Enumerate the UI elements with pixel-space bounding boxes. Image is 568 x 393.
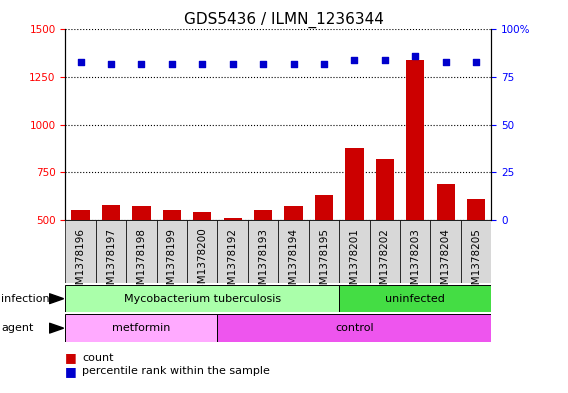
Text: GSM1378205: GSM1378205 <box>471 228 481 298</box>
Point <box>411 53 420 59</box>
Point <box>441 59 450 65</box>
Text: GSM1378192: GSM1378192 <box>228 228 237 298</box>
Bar <box>406 60 424 316</box>
Bar <box>278 220 309 283</box>
Bar <box>162 209 181 316</box>
Bar <box>431 220 461 283</box>
Bar <box>248 220 278 283</box>
Text: GSM1378203: GSM1378203 <box>410 228 420 298</box>
Text: ■: ■ <box>65 351 77 364</box>
Bar <box>467 199 485 316</box>
Bar <box>193 211 211 316</box>
Bar <box>345 148 364 316</box>
Text: GDS5436 / ILMN_1236344: GDS5436 / ILMN_1236344 <box>184 12 384 28</box>
Bar <box>315 195 333 316</box>
Bar <box>132 206 151 316</box>
Bar <box>285 206 303 316</box>
Text: ■: ■ <box>65 365 77 378</box>
Bar <box>187 220 218 283</box>
Bar <box>254 209 272 316</box>
Point <box>381 57 390 63</box>
Text: GSM1378197: GSM1378197 <box>106 228 116 298</box>
Text: GSM1378195: GSM1378195 <box>319 228 329 298</box>
Text: uninfected: uninfected <box>385 294 445 304</box>
Point <box>471 59 481 65</box>
Bar <box>224 218 242 316</box>
Bar <box>96 220 126 283</box>
Bar <box>370 220 400 283</box>
Text: count: count <box>82 353 114 363</box>
Text: GSM1378200: GSM1378200 <box>197 228 207 298</box>
Point <box>167 61 176 67</box>
Polygon shape <box>49 294 64 304</box>
Text: GSM1378194: GSM1378194 <box>289 228 299 298</box>
Text: Mycobacterium tuberculosis: Mycobacterium tuberculosis <box>124 294 281 304</box>
Bar <box>65 220 96 283</box>
Bar <box>218 220 248 283</box>
Text: GSM1378198: GSM1378198 <box>136 228 147 298</box>
Text: GSM1378204: GSM1378204 <box>441 228 450 298</box>
Point <box>258 61 268 67</box>
Bar <box>375 159 394 316</box>
Bar <box>65 314 218 342</box>
Text: infection: infection <box>1 294 50 304</box>
Point <box>106 61 115 67</box>
Text: GSM1378193: GSM1378193 <box>258 228 268 298</box>
Text: agent: agent <box>1 323 34 333</box>
Bar <box>65 285 339 312</box>
Point <box>137 61 146 67</box>
Point <box>76 59 85 65</box>
Bar <box>461 220 491 283</box>
Bar <box>157 220 187 283</box>
Point <box>319 61 328 67</box>
Bar <box>339 220 370 283</box>
Text: GSM1378196: GSM1378196 <box>76 228 86 298</box>
Bar <box>309 220 339 283</box>
Text: GSM1378202: GSM1378202 <box>380 228 390 298</box>
Text: percentile rank within the sample: percentile rank within the sample <box>82 366 270 376</box>
Bar <box>218 314 491 342</box>
Text: GSM1378201: GSM1378201 <box>349 228 360 298</box>
Polygon shape <box>49 323 64 333</box>
Text: control: control <box>335 323 374 333</box>
Text: metformin: metformin <box>112 323 170 333</box>
Point <box>198 61 207 67</box>
Bar <box>102 205 120 316</box>
Point <box>228 61 237 67</box>
Text: GSM1378199: GSM1378199 <box>167 228 177 298</box>
Bar <box>126 220 157 283</box>
Bar <box>400 220 431 283</box>
Bar <box>72 209 90 316</box>
Bar <box>339 285 491 312</box>
Point <box>289 61 298 67</box>
Bar <box>437 184 455 316</box>
Point <box>350 57 359 63</box>
